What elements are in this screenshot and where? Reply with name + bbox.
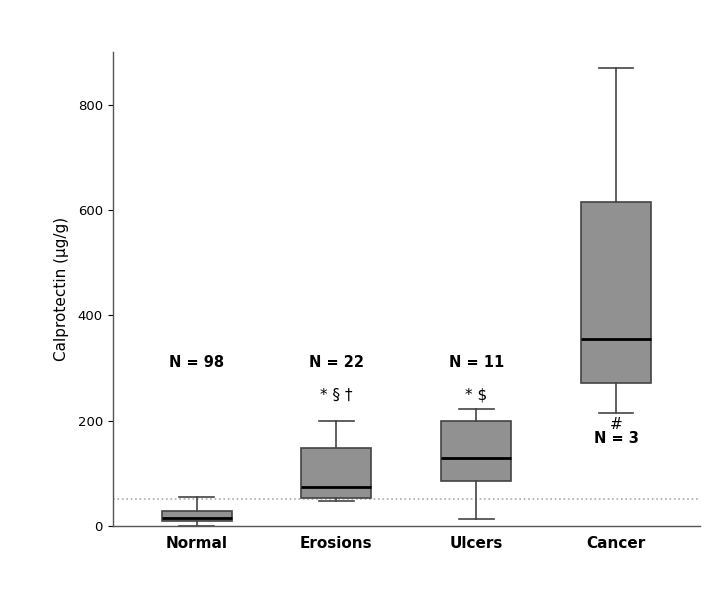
PathPatch shape [162,511,231,520]
Text: N = 3: N = 3 [594,432,639,446]
PathPatch shape [301,448,372,498]
Text: * § †: * § † [320,388,352,403]
Text: N = 11: N = 11 [449,355,504,370]
Text: Source: BMC Gastroenterology © 1999-2012 BioMed Central Ltd: Source: BMC Gastroenterology © 1999-2012… [362,592,698,603]
Text: #: # [609,418,622,432]
PathPatch shape [581,202,651,383]
Text: * $: * $ [465,388,487,403]
Text: Medscape: Medscape [9,10,103,28]
Text: N = 98: N = 98 [169,355,224,370]
Y-axis label: Calprotectin (μg/g): Calprotectin (μg/g) [54,217,69,361]
Text: N = 22: N = 22 [309,355,364,370]
PathPatch shape [441,421,511,481]
